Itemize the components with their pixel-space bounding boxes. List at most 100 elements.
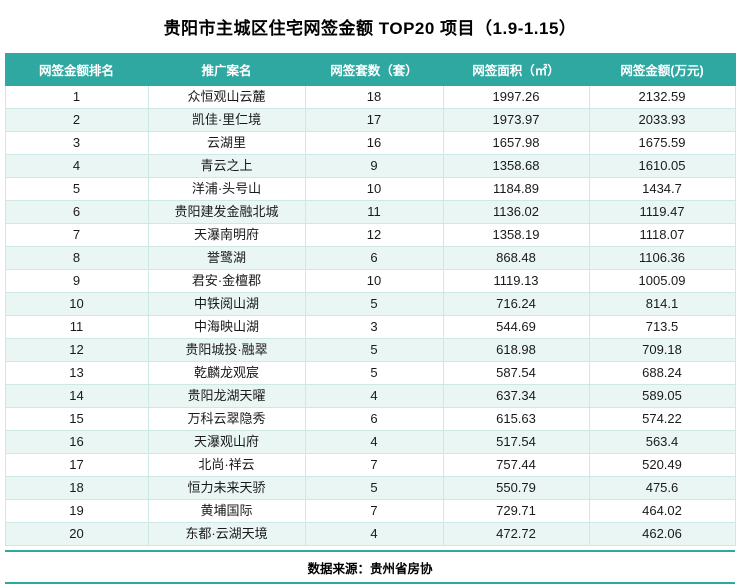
column-header-amount: 网签金额(万元): [588, 53, 736, 86]
table-cell: 1973.97: [442, 108, 590, 132]
table-cell: 1136.02: [442, 200, 590, 224]
table-cell: 5: [304, 338, 444, 362]
table-cell: 19: [4, 499, 149, 523]
table-cell: 黄埔国际: [147, 499, 306, 523]
table-row: 14 贵阳龙湖天曜 4 637.34 589.05: [4, 384, 736, 408]
table-body: 1 众恒观山云麓 18 1997.26 2132.59 2 凯佳·里仁境 17 1973.97 2…: [4, 85, 736, 546]
table-cell: 563.4: [588, 430, 736, 454]
table-cell: 6: [304, 407, 444, 431]
table-cell: 东都·云湖天境: [147, 522, 306, 546]
table-cell: 9: [4, 269, 149, 293]
table-cell: 1610.05: [588, 154, 736, 178]
table-cell: 688.24: [588, 361, 736, 385]
table-cell: 18: [304, 85, 444, 109]
table-cell: 1119.13: [442, 269, 590, 293]
table-cell: 637.34: [442, 384, 590, 408]
table-cell: 1118.07: [588, 223, 736, 247]
table-cell: 2: [4, 108, 149, 132]
table-cell: 1997.26: [442, 85, 590, 109]
table-cell: 恒力未来天骄: [147, 476, 306, 500]
table-header-row: 网签金额排名 推广案名 网签套数（套） 网签面积（㎡） 网签金额(万元): [4, 53, 736, 86]
table-row: 20 东都·云湖天境 4 472.72 462.06: [4, 522, 736, 546]
table-cell: 1358.19: [442, 223, 590, 247]
table-cell: 868.48: [442, 246, 590, 270]
table-cell: 乾麟龙观宸: [147, 361, 306, 385]
table-row: 19 黄埔国际 7 729.71 464.02: [4, 499, 736, 523]
table-cell: 12: [4, 338, 149, 362]
table-cell: 洋浦·头号山: [147, 177, 306, 201]
table-cell: 12: [304, 223, 444, 247]
table-cell: 贵阳建发金融北城: [147, 200, 306, 224]
table-cell: 10: [304, 269, 444, 293]
table-cell: 520.49: [588, 453, 736, 477]
table-cell: 5: [4, 177, 149, 201]
table-cell: 7: [304, 499, 444, 523]
table-cell: 11: [304, 200, 444, 224]
table-cell: 5: [304, 292, 444, 316]
table-cell: 475.6: [588, 476, 736, 500]
column-header-units: 网签套数（套）: [304, 53, 444, 86]
table-cell: 3: [4, 131, 149, 155]
table-cell: 7: [4, 223, 149, 247]
table-cell: 4: [304, 430, 444, 454]
table-cell: 众恒观山云麓: [147, 85, 306, 109]
table-row: 16 天瀑观山府 4 517.54 563.4: [4, 430, 736, 454]
table-cell: 464.02: [588, 499, 736, 523]
table-row: 12 贵阳城投·融翠 5 618.98 709.18: [4, 338, 736, 362]
table-cell: 6: [4, 200, 149, 224]
table-row: 8 誉鹭湖 6 868.48 1106.36: [4, 246, 736, 270]
table-cell: 13: [4, 361, 149, 385]
table-cell: 716.24: [442, 292, 590, 316]
table-row: 13 乾麟龙观宸 5 587.54 688.24: [4, 361, 736, 385]
table-row: 1 众恒观山云麓 18 1997.26 2132.59: [4, 85, 736, 109]
table-cell: 1675.59: [588, 131, 736, 155]
table-cell: 615.63: [442, 407, 590, 431]
table-cell: 7: [304, 453, 444, 477]
table-cell: 462.06: [588, 522, 736, 546]
table-cell: 4: [4, 154, 149, 178]
column-header-rank: 网签金额排名: [4, 53, 149, 86]
table-cell: 574.22: [588, 407, 736, 431]
page-title: 贵阳市主城区住宅网签金额 TOP20 项目（1.9-1.15）: [163, 19, 577, 38]
table-cell: 10: [304, 177, 444, 201]
table-cell: 北尚·祥云: [147, 453, 306, 477]
table-cell: 618.98: [442, 338, 590, 362]
table-cell: 14: [4, 384, 149, 408]
table-cell: 10: [4, 292, 149, 316]
table-cell: 20: [4, 522, 149, 546]
table-row: 15 万科云翠隐秀 6 615.63 574.22: [4, 407, 736, 431]
table-cell: 1005.09: [588, 269, 736, 293]
table-row: 18 恒力未来天骄 5 550.79 475.6: [4, 476, 736, 500]
table-cell: 4: [304, 384, 444, 408]
table-row: 17 北尚·祥云 7 757.44 520.49: [4, 453, 736, 477]
table-cell: 16: [4, 430, 149, 454]
table-cell: 中铁阅山湖: [147, 292, 306, 316]
table-cell: 1434.7: [588, 177, 736, 201]
table-row: 9 君安·金檀郡 10 1119.13 1005.09: [4, 269, 736, 293]
table-cell: 11: [4, 315, 149, 339]
table-cell: 1657.98: [442, 131, 590, 155]
table-cell: 2132.59: [588, 85, 736, 109]
table-cell: 4: [304, 522, 444, 546]
table-cell: 17: [4, 453, 149, 477]
table-cell: 5: [304, 476, 444, 500]
table-cell: 8: [4, 246, 149, 270]
table-row: 3 云湖里 16 1657.98 1675.59: [4, 131, 736, 155]
table-cell: 6: [304, 246, 444, 270]
table-row: 11 中海映山湖 3 544.69 713.5: [4, 315, 736, 339]
table-cell: 9: [304, 154, 444, 178]
table-cell: 3: [304, 315, 444, 339]
table-cell: 誉鹭湖: [147, 246, 306, 270]
table-cell: 729.71: [442, 499, 590, 523]
table-cell: 757.44: [442, 453, 590, 477]
table-cell: 1119.47: [588, 200, 736, 224]
table-row: 4 青云之上 9 1358.68 1610.05: [4, 154, 736, 178]
table-cell: 1184.89: [442, 177, 590, 201]
top20-table: 网签金额排名 推广案名 网签套数（套） 网签面积（㎡） 网签金额(万元) 1 众恒…: [4, 53, 736, 546]
table-cell: 814.1: [588, 292, 736, 316]
column-header-name: 推广案名: [147, 53, 306, 86]
table-cell: 君安·金檀郡: [147, 269, 306, 293]
table-cell: 万科云翠隐秀: [147, 407, 306, 431]
table-cell: 17: [304, 108, 444, 132]
